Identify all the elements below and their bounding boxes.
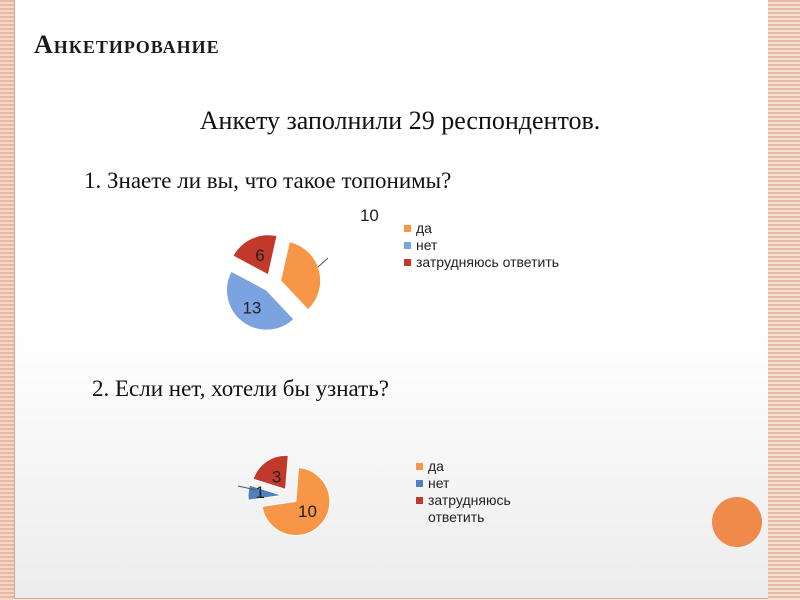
pie-data-label-1: 10 bbox=[298, 502, 317, 521]
legend-item-2: нет bbox=[416, 475, 546, 492]
legend-swatch-1 bbox=[416, 463, 423, 470]
pie-data-label-2: 1 bbox=[255, 483, 264, 502]
legend-item-1: да bbox=[404, 220, 559, 237]
question-2: 2. Если нет, хотели бы узнать? bbox=[92, 376, 389, 401]
legend-swatch-2 bbox=[416, 480, 423, 487]
legend-label-3: затрудняюсь ответить bbox=[416, 254, 560, 270]
legend-item-3: затрудняюсь ответить bbox=[416, 492, 546, 526]
legend-chart-1: да нет затрудняюсь ответить bbox=[404, 220, 559, 271]
legend-label-3: затрудняюсь ответить bbox=[428, 492, 511, 525]
legend-label-2: нет bbox=[428, 475, 450, 491]
intro-text: Анкету заполнили 29 респондентов. bbox=[199, 106, 601, 135]
decorative-orange-circle bbox=[712, 497, 762, 547]
slide-title: Анкетирование bbox=[34, 30, 220, 59]
pie-slice-1 bbox=[261, 467, 331, 536]
legend-chart-2: да нет затрудняюсь ответить bbox=[416, 458, 546, 526]
legend-swatch-3 bbox=[404, 259, 411, 266]
legend-item-1: да bbox=[416, 458, 546, 475]
pie-slice-3 bbox=[252, 454, 289, 491]
legend-label-1: да bbox=[416, 220, 432, 236]
legend-swatch-2 bbox=[404, 242, 411, 249]
slide-border-right bbox=[768, 0, 800, 600]
pie-data-label-2: 13 bbox=[242, 299, 261, 318]
legend-swatch-1 bbox=[404, 225, 411, 232]
pie-slice-3 bbox=[232, 234, 278, 276]
pie-label-leader-line bbox=[317, 257, 329, 268]
pie-slice-2 bbox=[247, 484, 283, 501]
pie-slice-1 bbox=[280, 241, 322, 311]
legend-item-2: нет bbox=[404, 237, 559, 254]
pie-label-leader-line-2 bbox=[237, 485, 257, 491]
legend-swatch-3 bbox=[416, 497, 423, 504]
legend-item-3: затрудняюсь ответить bbox=[404, 254, 559, 271]
pie-slice-2 bbox=[226, 270, 295, 331]
legend-label-2: нет bbox=[416, 237, 438, 253]
question-1: 1. Знаете ли вы, что такое топонимы? bbox=[84, 168, 452, 193]
slide-border-left bbox=[0, 0, 14, 600]
legend-label-1: да bbox=[428, 458, 444, 474]
pie-data-label-1: 10 bbox=[360, 206, 379, 225]
pie-data-label-3: 3 bbox=[272, 468, 281, 487]
pie-data-label-3: 6 bbox=[255, 246, 264, 265]
